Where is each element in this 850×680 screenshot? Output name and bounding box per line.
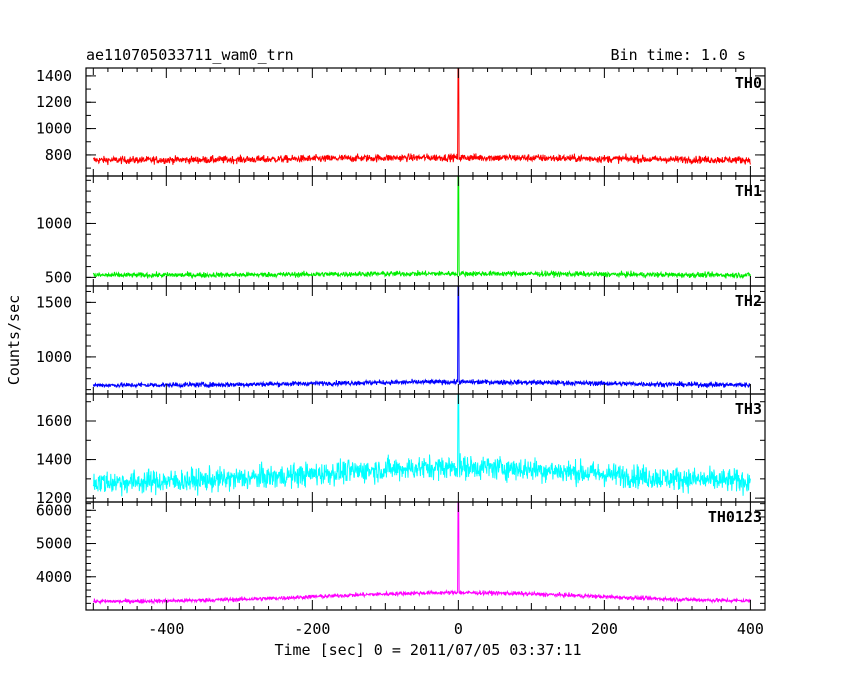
x-tick-label: 400	[737, 620, 764, 638]
series-line-th1	[92, 175, 751, 280]
y-tick-label: 1200	[36, 93, 72, 111]
panel-label: TH1	[735, 182, 762, 200]
y-tick-label: 800	[45, 146, 72, 164]
y-tick-label: 1600	[36, 412, 72, 430]
y-tick-label: 1000	[36, 120, 72, 138]
panel-frame	[85, 501, 766, 611]
y-tick-label: 1000	[36, 214, 72, 232]
y-tick-label: 1400	[36, 67, 72, 85]
y-axis-label: Counts/sec	[5, 295, 23, 385]
series-line-th2	[92, 285, 751, 389]
panel-th1: 500 1000 TH1	[36, 175, 766, 287]
panel-frame	[85, 285, 766, 395]
panel-label: TH2	[735, 292, 762, 310]
y-tick-label: 5000	[36, 535, 72, 553]
series-line-th3	[92, 393, 751, 497]
x-axis-label: Time [sec] 0 = 2011/07/05 03:37:11	[274, 641, 581, 659]
panel-frame	[85, 393, 766, 503]
y-tick-label: 1200	[36, 489, 72, 507]
x-tick-label: 200	[591, 620, 618, 638]
y-tick-label: 1000	[36, 348, 72, 366]
panel-label: TH0	[735, 74, 762, 92]
panel-th0123: 4000 5000 6000 TH0123 -400 -200 0 200 400	[36, 501, 766, 638]
panel-th3: 1200 1400 1600 TH3	[36, 393, 766, 507]
x-tick-label: -200	[294, 620, 330, 638]
series-line-th0	[92, 67, 751, 166]
chart-title: ae110705033711_wam0_trn	[86, 46, 294, 64]
panel-th0: 800 1000 1200 1400 TH0	[36, 67, 766, 177]
series-line-th0123	[92, 501, 751, 605]
y-tick-label: 500	[45, 268, 72, 286]
panel-th2: 1000 1500 TH2	[36, 285, 766, 395]
y-tick-label: 6000	[36, 501, 72, 519]
panel-frame	[85, 175, 766, 287]
y-tick-label: 4000	[36, 568, 72, 586]
x-tick-label: 0	[454, 620, 463, 638]
y-tick-label: 1500	[36, 293, 72, 311]
y-tick-label: 1400	[36, 451, 72, 469]
bin-time-label: Bin time: 1.0 s	[611, 46, 746, 64]
x-tick-label: -400	[148, 620, 184, 638]
panel-label: TH0123	[708, 508, 762, 526]
panel-label: TH3	[735, 400, 762, 418]
